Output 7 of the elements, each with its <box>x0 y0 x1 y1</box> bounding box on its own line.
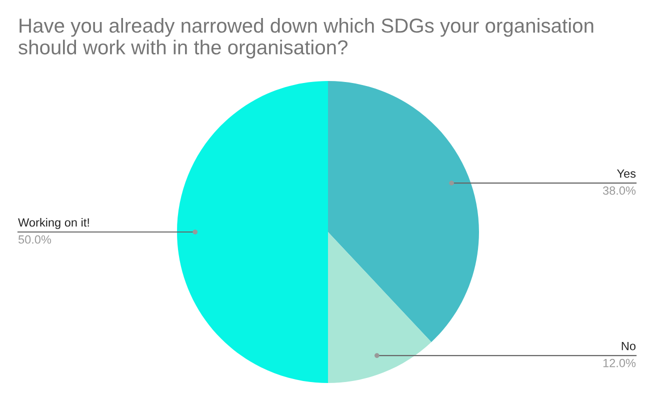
slice-label: Yes <box>616 170 636 178</box>
slice-label: No <box>622 342 636 350</box>
slice-label: Working on it! <box>18 218 89 229</box>
data-label: 50.0% <box>18 235 52 244</box>
data-label: 12.0% <box>603 358 636 368</box>
chart-title: Have you already narrowed down which SDGs your organisation should work with in the organisation? <box>18 18 594 58</box>
data-label: 38.0% <box>602 186 636 195</box>
